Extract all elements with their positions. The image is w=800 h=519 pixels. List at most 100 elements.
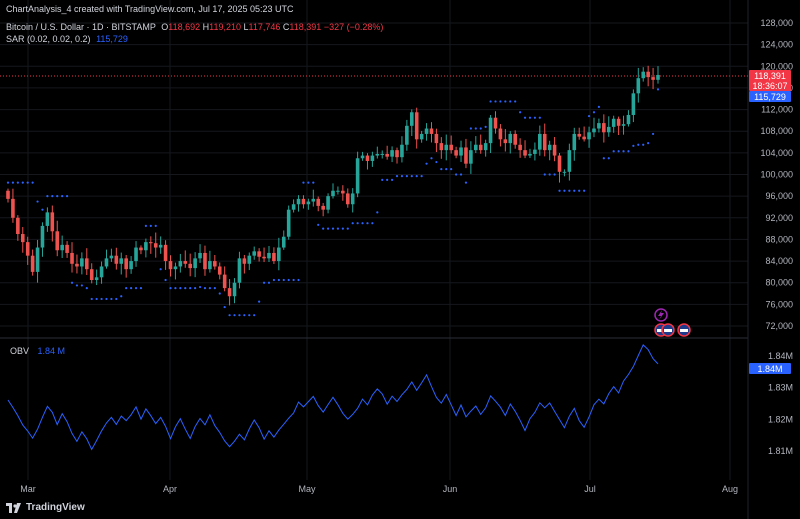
sar-dot	[228, 314, 231, 317]
obv-badge-value: 1.84M	[757, 364, 782, 374]
sar-dot	[494, 100, 497, 103]
candle-body	[286, 209, 291, 237]
sar-label: SAR (0.02, 0.02, 0.2)	[6, 34, 91, 44]
candles	[6, 65, 660, 306]
sar-dot	[238, 314, 241, 317]
candle-body	[193, 258, 197, 269]
sar-dot	[548, 173, 551, 176]
candle-body	[213, 261, 217, 267]
obv-tick-label: 1.82M	[768, 414, 793, 424]
obv-tick-label: 1.81M	[768, 446, 793, 456]
sar-dot	[489, 100, 492, 103]
obv-badge: 1.84M	[749, 363, 791, 374]
sar-dot	[390, 178, 394, 182]
candle-body	[11, 198, 15, 218]
candle-body	[158, 244, 163, 248]
candle-body	[498, 128, 503, 140]
candle-body	[459, 147, 463, 156]
sar-dot	[504, 100, 507, 103]
grid	[0, 0, 748, 480]
sar-value: 115,729	[96, 34, 128, 44]
candle-body	[626, 114, 631, 125]
candle-body	[217, 266, 222, 275]
candle-body	[439, 143, 444, 151]
sar-dot	[479, 127, 482, 130]
sar-dot	[61, 195, 64, 198]
candle-body	[370, 155, 375, 161]
sar-dot	[267, 281, 271, 284]
brand-name: TradingView	[26, 502, 85, 513]
sar-dot	[445, 167, 448, 171]
us-flag-event-icon-3[interactable]	[677, 323, 691, 337]
sar-dot	[425, 162, 428, 165]
change-value: −327 (−0.28%)	[323, 22, 384, 32]
sar-dot	[125, 287, 128, 290]
sar-dot	[484, 125, 487, 128]
sar-dot	[233, 314, 236, 317]
candle-body	[478, 144, 483, 151]
candle-body	[20, 234, 25, 243]
lightning-event-icon[interactable]	[654, 308, 668, 322]
candle-body	[631, 93, 636, 115]
candle-body	[60, 244, 64, 251]
candle-body	[119, 258, 124, 264]
sar-dot	[440, 167, 443, 171]
sar-dot	[415, 175, 418, 178]
sar-dot	[455, 173, 458, 176]
sar-dot	[194, 287, 197, 290]
candle-body	[651, 77, 655, 80]
sar-dot	[459, 173, 463, 176]
sar-dot	[282, 278, 285, 282]
high-value: 119,210	[209, 22, 241, 32]
sar-dot	[612, 150, 615, 153]
candle-body	[562, 171, 567, 173]
tradingview-icon	[6, 502, 21, 513]
sar-dot	[307, 181, 310, 184]
candle-body	[326, 196, 330, 210]
candle-body	[84, 258, 89, 270]
sar-dot	[75, 284, 79, 287]
candle-body	[114, 255, 119, 264]
candle-body	[577, 133, 582, 137]
price-tick-label: 96,000	[765, 191, 793, 201]
candle-body	[25, 242, 30, 256]
candle-body	[592, 128, 596, 133]
sar-dot	[647, 142, 650, 145]
symbol-legend[interactable]: Bitcoin / U.S. Dollar · 1D · BITSTAMP O1…	[6, 22, 383, 32]
sar-dot	[381, 178, 384, 182]
us-flag-event-icon-2[interactable]	[661, 323, 675, 337]
obv-legend[interactable]: OBV 1.84 M	[10, 346, 65, 356]
sar-legend[interactable]: SAR (0.02, 0.02, 0.2) 115,729	[6, 34, 128, 44]
sar-dot	[371, 222, 374, 225]
candle-body	[360, 155, 365, 159]
candle-body	[405, 125, 409, 145]
sar-dot	[11, 181, 15, 184]
sar-dot	[36, 200, 39, 203]
sar-dot	[395, 175, 399, 178]
candle-body	[474, 144, 478, 151]
candle-body	[400, 144, 404, 158]
candle-body	[454, 150, 458, 156]
sar-badge: 115,729	[749, 91, 791, 102]
candle-body	[311, 198, 316, 202]
sar-dot	[90, 297, 93, 301]
tradingview-logo[interactable]: TradingView	[6, 502, 85, 513]
candle-body	[508, 133, 513, 144]
candle-body	[281, 236, 286, 248]
candle-body	[385, 153, 389, 157]
sar-dot	[70, 281, 74, 284]
sar-dot	[16, 181, 19, 184]
candle-body	[419, 133, 424, 140]
sar-dot	[110, 297, 113, 301]
candle-body	[50, 212, 55, 232]
sar-dot	[258, 300, 261, 303]
sar-dot	[164, 278, 167, 282]
candle-body	[656, 74, 660, 80]
sar-dot	[592, 111, 596, 114]
candle-body	[89, 269, 94, 281]
sar-dot	[85, 287, 88, 290]
sar-dot	[292, 278, 295, 282]
candle-body	[75, 263, 79, 267]
obv-value: 1.84 M	[37, 346, 66, 356]
